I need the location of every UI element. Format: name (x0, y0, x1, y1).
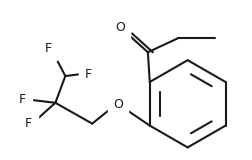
Text: F: F (45, 42, 52, 55)
Text: F: F (19, 93, 26, 106)
Text: F: F (25, 117, 32, 130)
Text: O: O (113, 98, 123, 111)
Text: O: O (115, 21, 125, 34)
Text: F: F (85, 68, 92, 80)
